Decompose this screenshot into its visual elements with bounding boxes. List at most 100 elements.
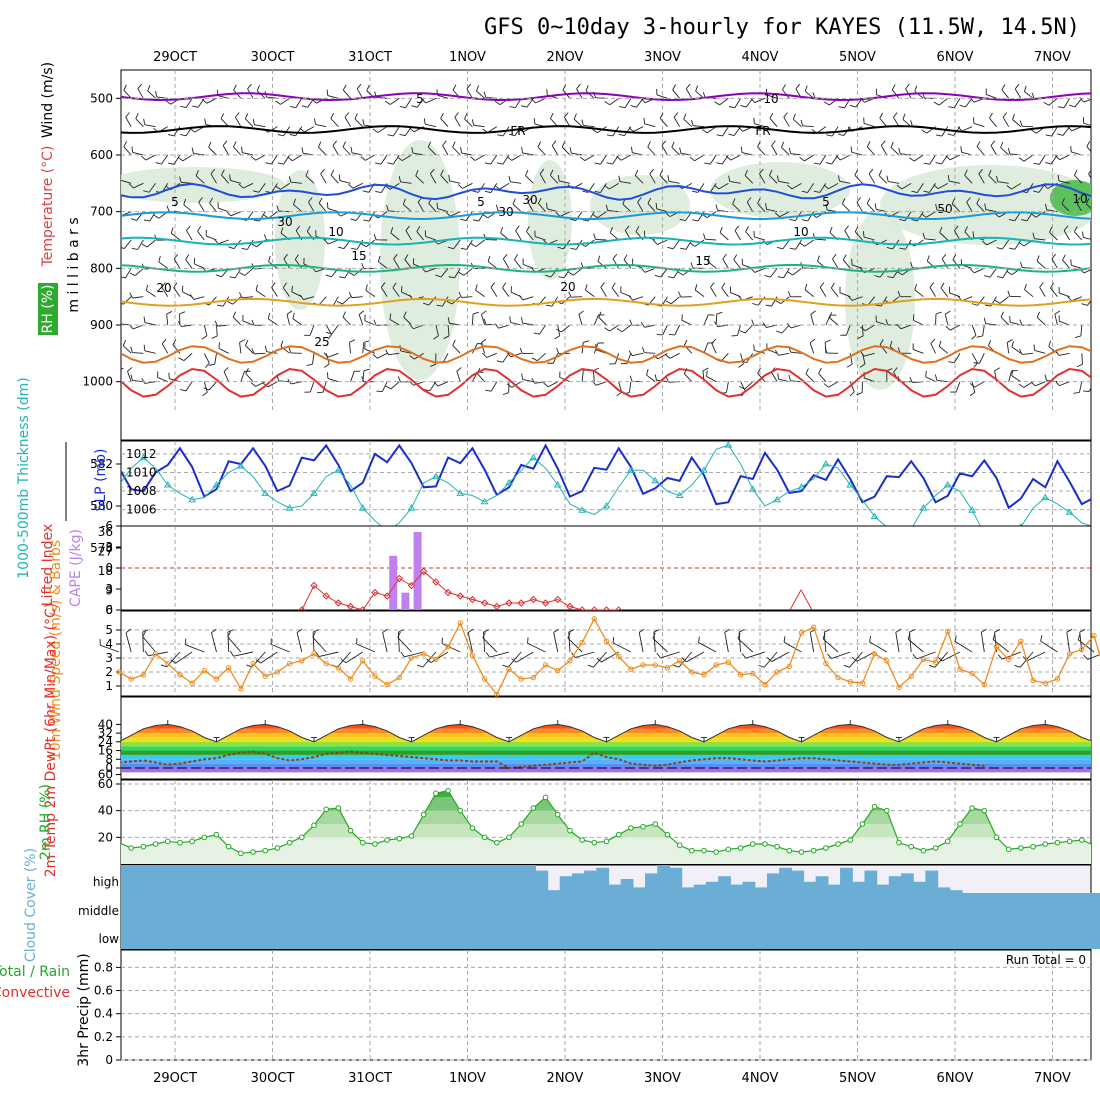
cloud-cover-cell xyxy=(413,921,427,949)
wind-barb-flag xyxy=(421,98,427,104)
wind-barb xyxy=(387,154,400,165)
wind-barb xyxy=(1058,287,1070,298)
wind-barb-staff xyxy=(612,642,632,653)
wind-barb-staff xyxy=(1036,317,1046,326)
wind-barb-flag xyxy=(854,226,859,232)
wind-barb-flag xyxy=(1021,219,1028,222)
wind-barb-staff xyxy=(936,379,948,383)
wind-speed-marker xyxy=(177,672,183,678)
wind-barb xyxy=(1085,198,1091,210)
wind-barb xyxy=(121,367,124,370)
wind-barb-staff xyxy=(988,175,997,184)
wind-barb-flag xyxy=(850,146,853,153)
wind-barb-flag xyxy=(204,362,210,368)
wind-barb-flag xyxy=(777,276,784,279)
wind-barb-staff xyxy=(719,97,729,106)
cloud-cover-cell xyxy=(267,921,281,949)
wind-barb xyxy=(732,198,741,212)
wind-barb-staff xyxy=(1075,201,1083,212)
y-tick-label-pressure: 900 xyxy=(90,318,113,332)
wind-barb xyxy=(776,239,790,250)
wind-barb xyxy=(338,268,351,279)
wind-barb-flag xyxy=(305,170,309,176)
wind-barb-flag xyxy=(941,253,947,260)
wind-barb-staff xyxy=(607,210,619,213)
wind-barb-flag xyxy=(604,101,611,106)
contour-label: FR xyxy=(755,124,770,138)
wind-barb-flag xyxy=(728,106,735,109)
wind-barb xyxy=(556,324,571,333)
wind-barb xyxy=(1077,633,1095,653)
wind-barb xyxy=(525,169,534,184)
wind-barb-staff xyxy=(112,175,119,183)
wind-barb xyxy=(348,182,363,189)
wind-barb xyxy=(143,183,156,193)
wind-barb-flag xyxy=(568,271,574,276)
wind-barb-flag xyxy=(197,225,202,232)
wind-barb-staff xyxy=(744,175,754,184)
wind-barb-flag xyxy=(1019,348,1023,355)
wind-barb-flag xyxy=(1033,162,1040,165)
wind-barb-staff xyxy=(1024,91,1034,99)
wind-barb-staff xyxy=(245,118,254,127)
wind-barb xyxy=(951,198,961,212)
wind-barb-staff xyxy=(573,267,583,276)
wind-barb-flag xyxy=(823,383,829,388)
wind-barb xyxy=(948,98,961,109)
cloud-cover-cell xyxy=(425,893,439,921)
wind-barb xyxy=(984,268,997,278)
wind-barb-staff xyxy=(778,180,790,184)
wind-barb-flag xyxy=(1063,225,1069,231)
wind-barb-staff xyxy=(782,239,790,250)
wind-barb-staff xyxy=(585,289,595,298)
wind-barb-staff xyxy=(1000,147,1009,156)
wind-barb-staff xyxy=(771,651,790,662)
wind-barb-staff xyxy=(1083,269,1091,274)
wind-speed-marker xyxy=(701,672,707,678)
cloud-cover-cell xyxy=(1083,921,1097,949)
wind-barb xyxy=(293,198,303,213)
wind-barb-flag xyxy=(573,113,577,120)
wind-barb xyxy=(112,340,119,353)
wind-barb-staff xyxy=(814,238,826,241)
wind-barb-staff xyxy=(709,154,717,165)
wind-barb xyxy=(308,197,315,212)
wind-barb xyxy=(832,253,839,269)
wind-barb-flag xyxy=(690,262,694,269)
wind-barb-flag xyxy=(1074,226,1078,233)
wind-barb-staff xyxy=(254,124,266,128)
wind-barb-flag xyxy=(185,254,190,260)
y-axis-label-lifted-index: Lifted Index xyxy=(40,524,56,606)
wind-barb-flag xyxy=(191,147,194,154)
cloud-cover-cell xyxy=(169,921,183,949)
wind-barb-flag xyxy=(683,113,687,120)
wind-barb-staff xyxy=(425,267,437,273)
wind-barb-flag xyxy=(935,311,942,315)
wind-barb-flag xyxy=(719,226,723,233)
rh-marker xyxy=(1030,843,1036,850)
wind-barb-staff xyxy=(161,343,169,354)
wind-barb-staff xyxy=(929,286,936,297)
wind-barb xyxy=(198,197,205,212)
wind-barb-staff xyxy=(380,154,388,165)
cloud-cover-cell xyxy=(669,867,683,893)
wind-barb-staff xyxy=(891,89,900,99)
wind-barb xyxy=(757,197,766,212)
wind-barb-staff xyxy=(465,211,473,221)
cloud-cover-cell xyxy=(888,921,902,949)
wind-barb xyxy=(209,197,217,212)
contour-label: 20 xyxy=(560,280,575,294)
wind-barb xyxy=(746,197,754,212)
wind-barb-flag xyxy=(1074,335,1082,339)
wind-barb xyxy=(704,154,717,165)
cloud-cover-cell xyxy=(876,893,890,921)
cloud-cover-cell xyxy=(535,870,549,893)
wind-barb-staff xyxy=(904,211,912,222)
wind-barb xyxy=(342,141,351,156)
wind-barb-flag xyxy=(759,168,764,175)
wind-barb xyxy=(776,324,790,334)
wind-barb xyxy=(217,202,229,213)
wind-barb-staff xyxy=(1088,173,1091,180)
